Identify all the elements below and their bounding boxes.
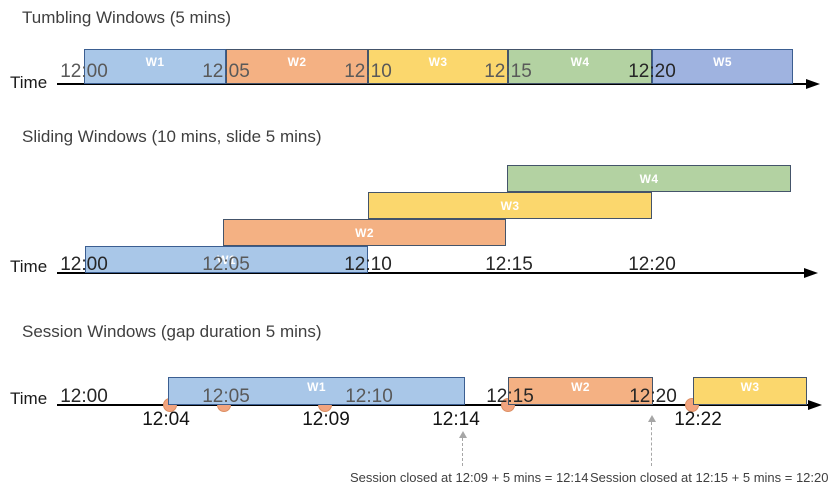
event-time-label: 12:04 bbox=[142, 409, 190, 430]
time-tick: 12:10 bbox=[344, 61, 392, 82]
time-tick: 12:00 bbox=[60, 61, 108, 82]
axis-arrowhead-icon bbox=[806, 79, 820, 89]
window-label: W2 bbox=[287, 55, 307, 69]
window-label: W3 bbox=[740, 380, 760, 394]
window-label: W1 bbox=[145, 55, 165, 69]
time-axis-label: Time bbox=[10, 73, 48, 92]
time-axis bbox=[57, 272, 804, 274]
event-time-label: 12:14 bbox=[432, 409, 480, 430]
time-tick: 12:15 bbox=[485, 254, 533, 275]
window-bar: W3 bbox=[368, 192, 652, 219]
window-label: W5 bbox=[713, 55, 732, 69]
time-tick: 12:00 bbox=[60, 386, 108, 407]
event-time-label: 12:22 bbox=[674, 409, 722, 430]
window-bar: W2 bbox=[226, 49, 368, 84]
time-tick: 12:10 bbox=[344, 254, 392, 275]
window-label: W1 bbox=[217, 252, 236, 267]
dashed-arrow-head-icon bbox=[647, 415, 656, 422]
window-label: W2 bbox=[571, 380, 590, 394]
time-tick: 12:05 bbox=[202, 254, 250, 275]
time-tick: 12:15 bbox=[486, 386, 534, 407]
window-bar: W3 bbox=[693, 377, 807, 405]
axis-arrowhead-icon bbox=[808, 400, 822, 410]
axis-arrowhead-icon bbox=[804, 268, 818, 278]
time-axis bbox=[57, 83, 806, 85]
session-close-annotation: Session closed at 12:09 + 5 mins = 12:14 bbox=[350, 470, 589, 485]
window-label: W3 bbox=[428, 55, 448, 69]
time-tick: 12:20 bbox=[628, 254, 676, 275]
time-tick: 12:10 bbox=[345, 386, 393, 407]
dashed-arrow bbox=[651, 422, 652, 466]
section-title: Sliding Windows (10 mins, slide 5 mins) bbox=[22, 127, 322, 146]
window-label: W1 bbox=[307, 380, 326, 394]
time-tick: 12:05 bbox=[202, 386, 250, 407]
window-label: W2 bbox=[355, 225, 374, 240]
time-tick: 12:20 bbox=[629, 386, 677, 407]
event-time-label: 12:09 bbox=[302, 409, 350, 430]
time-tick: 12:05 bbox=[202, 61, 250, 82]
window-bar: W2 bbox=[508, 377, 653, 405]
time-axis-label: Time bbox=[10, 257, 48, 276]
window-bar: W1 bbox=[168, 377, 465, 405]
window-bar: W4 bbox=[508, 49, 652, 84]
section-title: Tumbling Windows (5 mins) bbox=[22, 8, 232, 27]
window-bar: W1 bbox=[84, 49, 226, 84]
window-bar: W4 bbox=[507, 165, 791, 192]
time-axis bbox=[57, 404, 808, 406]
window-bar: W2 bbox=[223, 219, 506, 246]
window-bar: W5 bbox=[652, 49, 793, 84]
time-tick: 12:20 bbox=[628, 61, 676, 82]
window-label: W4 bbox=[639, 171, 659, 186]
session-close-annotation: Session closed at 12:15 + 5 mins = 12:20 bbox=[590, 470, 829, 485]
window-bar: W3 bbox=[368, 49, 508, 84]
window-label: W4 bbox=[570, 55, 590, 69]
dashed-arrow-head-icon bbox=[458, 431, 467, 438]
section-title: Session Windows (gap duration 5 mins) bbox=[22, 322, 322, 341]
window-label: W3 bbox=[500, 198, 520, 213]
dashed-arrow bbox=[462, 438, 463, 466]
time-tick: 12:15 bbox=[484, 61, 532, 82]
window-bar: W1 bbox=[85, 246, 368, 273]
time-tick: 12:00 bbox=[60, 254, 108, 275]
time-axis-label: Time bbox=[10, 389, 48, 408]
